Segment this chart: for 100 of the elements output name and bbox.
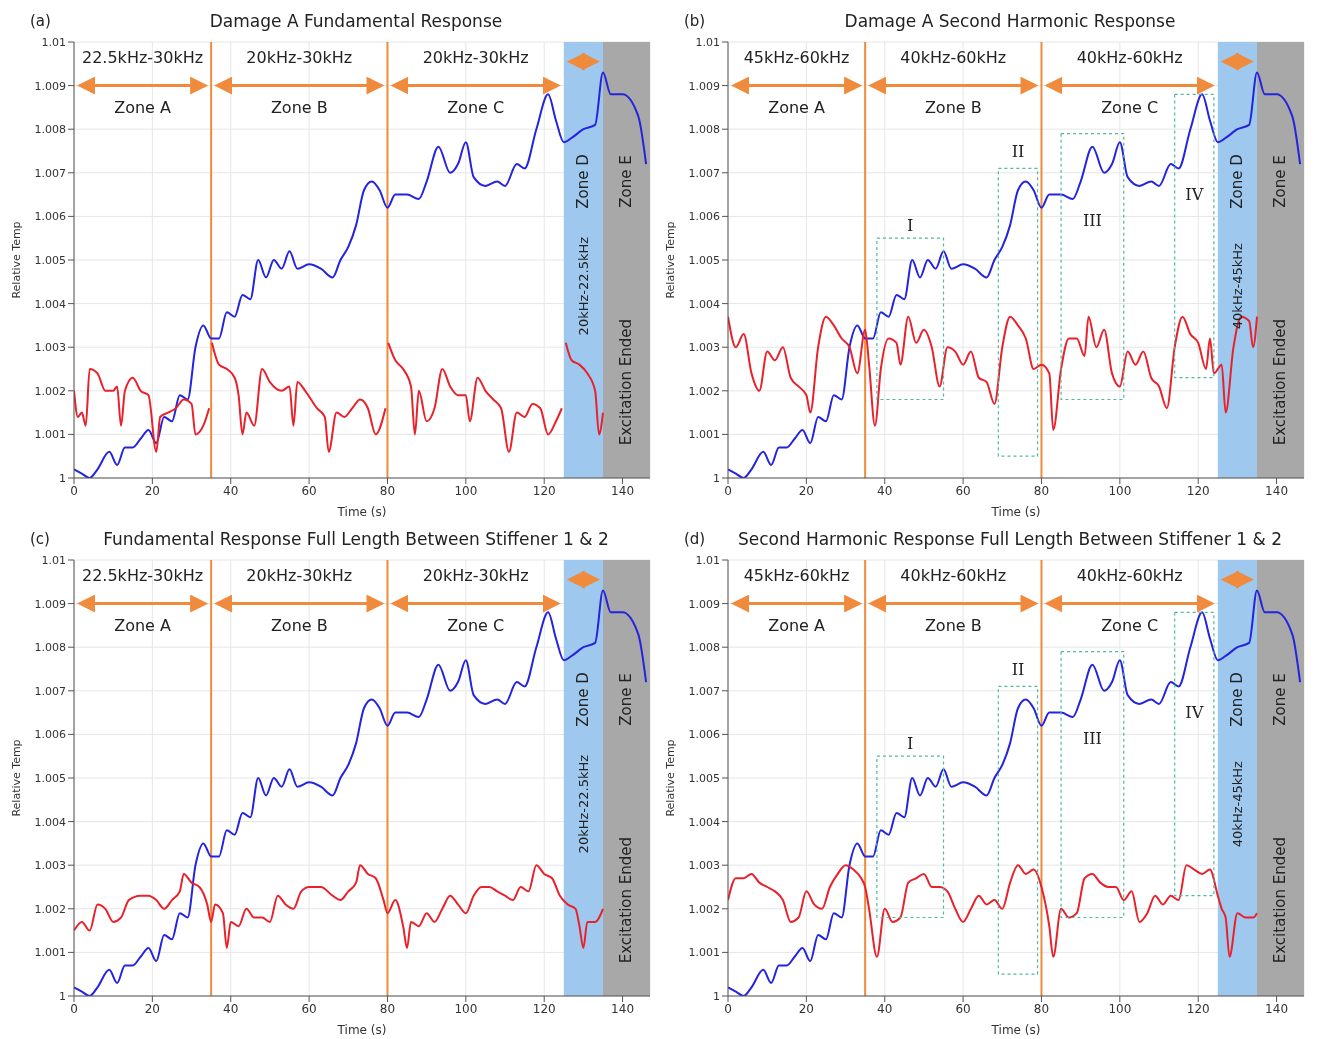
annotation: Excitation Ended <box>617 836 636 964</box>
x-axis-title: Time (s) <box>336 1023 387 1037</box>
x-tick-label: 80 <box>379 483 396 498</box>
x-tick-label: 80 <box>1033 1001 1050 1016</box>
y-tick-label: 1.01 <box>41 553 66 567</box>
y-tick-label: 1.002 <box>34 384 66 398</box>
x-tick-label: 120 <box>532 1001 556 1016</box>
x-tick-label: 60 <box>301 1001 317 1016</box>
x-tick-label: 120 <box>1186 483 1210 498</box>
x-tick-label: 140 <box>611 483 635 498</box>
band-label: Zone E <box>617 673 636 726</box>
y-tick-label: 1.004 <box>688 815 720 829</box>
band-label: Zone E <box>617 155 636 208</box>
annotation: Zone C <box>447 615 505 635</box>
y-axis-title: Relative Temp <box>663 739 677 817</box>
x-tick-label: 0 <box>70 483 78 498</box>
x-tick-label: 100 <box>1108 483 1132 498</box>
annotation: 45kHz-60kHz <box>743 47 850 67</box>
y-tick-label: 1.004 <box>34 297 66 311</box>
y-tick-label: 1.01 <box>41 35 66 49</box>
text: (d) <box>684 530 706 548</box>
annotation: Zone A <box>114 615 172 635</box>
chart-title: Fundamental Response Full Length Between Stiffener 1 & 2 <box>103 529 609 549</box>
y-tick-label: 1.004 <box>688 297 720 311</box>
x-tick-label: 100 <box>454 1001 478 1016</box>
annotation: 22.5kHz-30kHz <box>81 47 204 67</box>
text: (b) <box>684 12 706 30</box>
x-tick-label: 40 <box>877 1001 893 1016</box>
x-tick-label: 140 <box>611 1001 635 1016</box>
x-tick-label: 40 <box>223 1001 239 1016</box>
annotation: Zone C <box>1101 615 1159 635</box>
annotation: Zone B <box>924 97 982 117</box>
y-tick-label: 1.009 <box>34 79 66 93</box>
y-axis-title: Relative Temp <box>9 221 23 299</box>
y-tick-label: 1.007 <box>34 684 66 698</box>
annotation: III <box>1082 729 1102 749</box>
annotation: 22.5kHz-30kHz <box>81 565 204 585</box>
annotation: 20kHz-30kHz <box>422 565 529 585</box>
y-tick-label: 1.009 <box>34 597 66 611</box>
annotation: I <box>907 733 914 753</box>
annotation: 20kHz-30kHz <box>246 47 353 67</box>
annotation: Zone A <box>768 97 826 117</box>
y-tick-label: 1.008 <box>34 641 66 655</box>
annotation: Excitation Ended <box>617 318 636 446</box>
x-tick-label: 20 <box>798 483 815 498</box>
y-tick-label: 1.008 <box>688 641 720 655</box>
y-tick-label: 1.002 <box>688 902 720 916</box>
y-tick-label: 1.003 <box>688 341 720 355</box>
band-label: Zone D <box>574 154 593 209</box>
annotation: 45kHz-60kHz <box>743 565 850 585</box>
y-tick-label: 1.005 <box>688 771 720 785</box>
y-tick-label: 1 <box>59 471 66 485</box>
text: (a) <box>30 12 51 30</box>
x-tick-label: 140 <box>1265 1001 1289 1016</box>
annotation: Excitation Ended <box>1271 318 1290 446</box>
y-tick-label: 1.001 <box>34 428 66 442</box>
x-axis-title: Time (s) <box>990 1023 1041 1037</box>
x-tick-label: 40 <box>223 483 239 498</box>
chart-title: Second Harmonic Response Full Length Between Stiffener 1 & 2 <box>737 529 1283 549</box>
annotation: 20kHz-30kHz <box>422 47 529 67</box>
annotation: II <box>1011 141 1025 161</box>
y-tick-label: 1.003 <box>34 341 66 355</box>
y-tick-label: 1.007 <box>688 684 720 698</box>
y-tick-label: 1.005 <box>688 253 720 267</box>
x-tick-label: 80 <box>1033 483 1050 498</box>
y-tick-label: 1.006 <box>34 210 66 224</box>
x-tick-label: 140 <box>1265 483 1289 498</box>
band-label: Zone E <box>1271 673 1290 726</box>
x-tick-label: 0 <box>724 483 732 498</box>
annotation: 40kHz-60kHz <box>1076 47 1183 67</box>
y-axis-title: Relative Temp <box>663 221 677 299</box>
x-tick-label: 80 <box>379 1001 396 1016</box>
annotation: Zone B <box>270 97 328 117</box>
line-series <box>74 864 604 950</box>
x-axis-title: Time (s) <box>990 505 1041 519</box>
y-tick-label: 1.004 <box>34 815 66 829</box>
y-tick-label: 1.008 <box>688 123 720 137</box>
annotation: 20kHz-30kHz <box>246 565 353 585</box>
annotation: I <box>907 215 914 235</box>
annotation: 40kHz-60kHz <box>1076 565 1183 585</box>
band-label: Zone D <box>1228 672 1247 727</box>
x-tick-label: 120 <box>532 483 556 498</box>
annotation: Zone A <box>114 97 172 117</box>
x-tick-label: 40 <box>877 483 893 498</box>
y-tick-label: 1.001 <box>688 946 720 960</box>
x-tick-label: 20 <box>144 1001 161 1016</box>
y-tick-label: 1.006 <box>688 728 720 742</box>
annotation: Zone C <box>1101 97 1159 117</box>
annotation: Zone B <box>270 615 328 635</box>
x-tick-label: 20 <box>798 1001 815 1016</box>
annotation: IV <box>1185 703 1204 723</box>
annotation: 40kHz-60kHz <box>900 47 1007 67</box>
annotation: Excitation Ended <box>1271 836 1290 964</box>
y-tick-label: 1 <box>59 989 66 1003</box>
annotation: 40kHz-45kHz <box>1229 760 1245 848</box>
x-tick-label: 60 <box>955 483 971 498</box>
y-tick-label: 1.006 <box>688 210 720 224</box>
text: (c) <box>30 530 50 548</box>
annotation: IV <box>1185 185 1204 205</box>
y-tick-label: 1.001 <box>34 946 66 960</box>
